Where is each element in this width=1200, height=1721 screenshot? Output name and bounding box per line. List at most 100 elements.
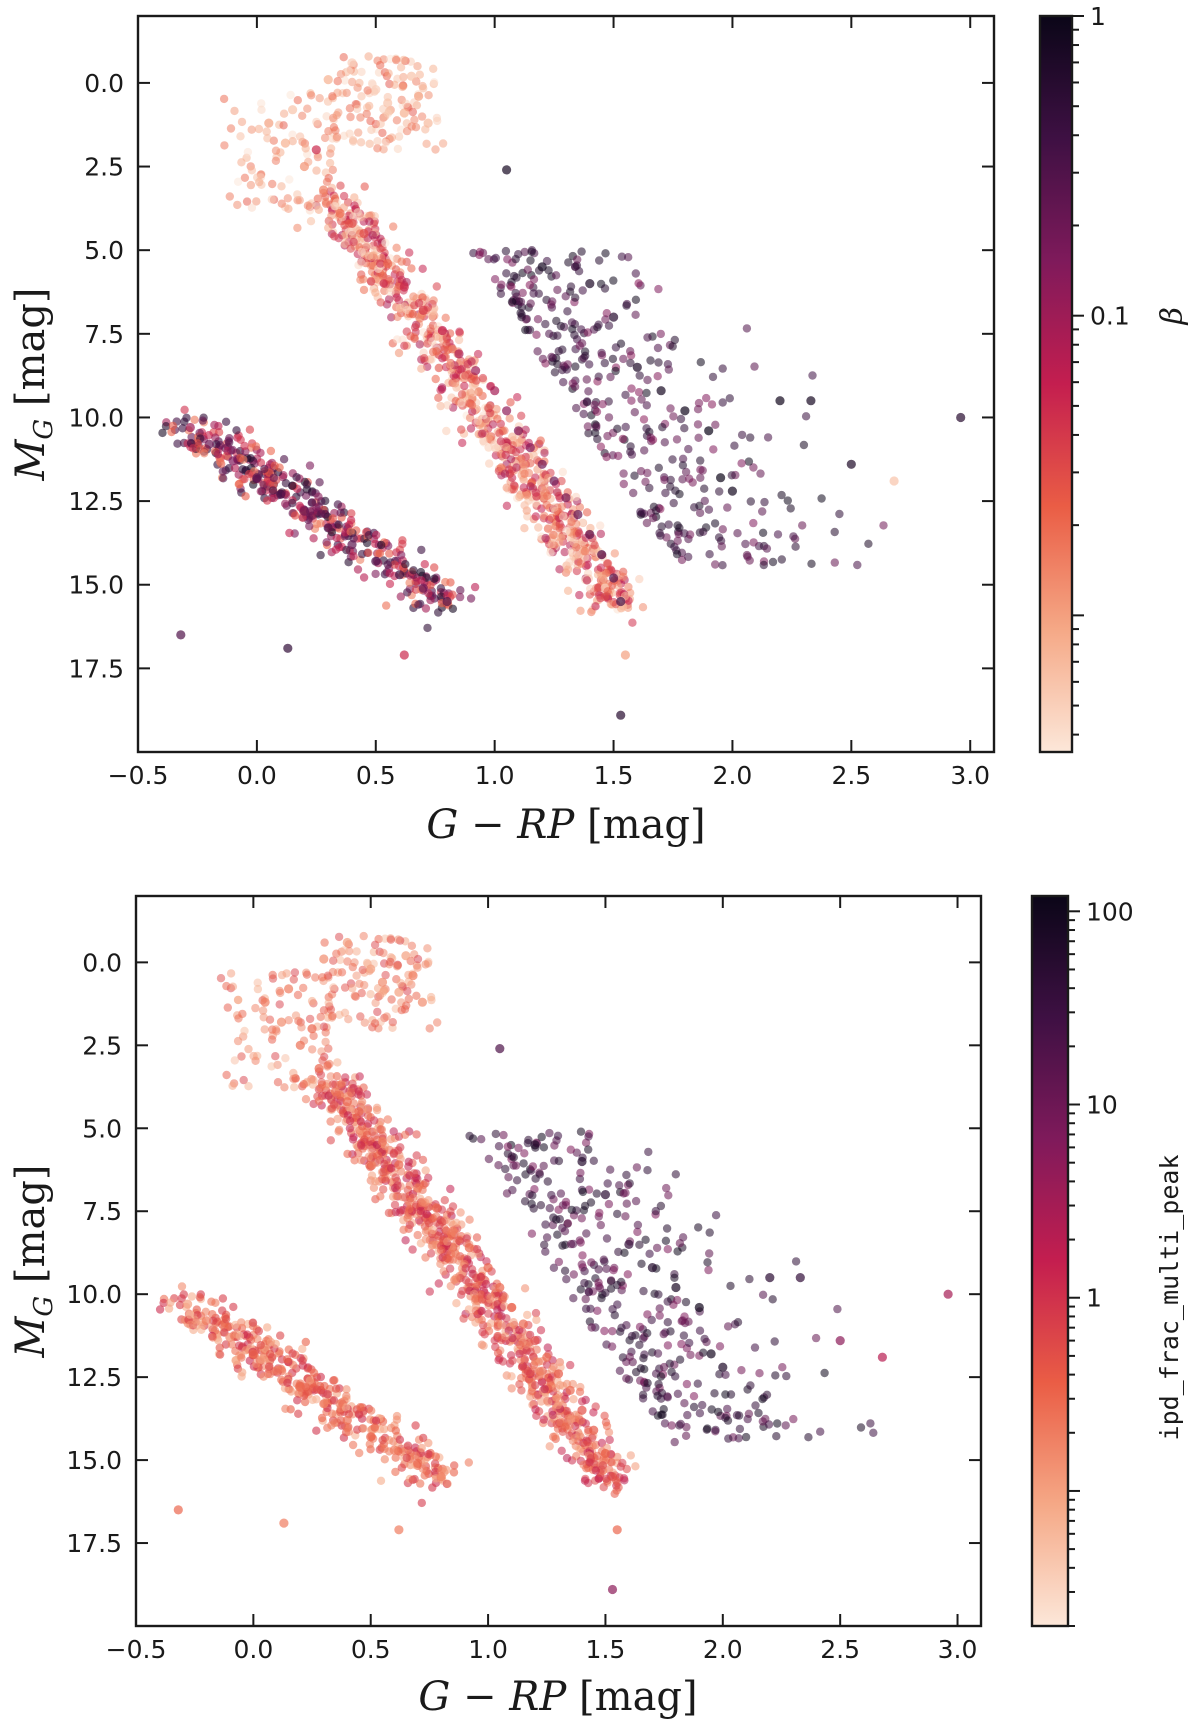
scatter-point-cloud [735,1424,745,1434]
scatter-point-cloud [578,286,587,295]
y-tick-label: 5.0 [82,1114,122,1143]
scatter-point-cloud [520,1284,530,1293]
scatter-point-cloud [208,1310,217,1319]
scatter-point-cloud [344,1015,353,1024]
scatter-point-cloud [424,1450,433,1459]
scatter-point-cloud [497,280,506,289]
scatter-point-cloud [405,578,414,587]
scatter-point-cloud [586,1198,596,1207]
scatter-point-cloud [356,1403,365,1412]
scatter-point-cloud [600,1326,609,1336]
scatter-point-cloud [303,201,313,210]
scatter-point-cloud [293,223,302,233]
scatter-point-cloud [353,104,362,114]
scatter-point [264,118,274,128]
scatter-point-cloud [386,287,395,297]
scatter-point-cloud [866,1419,875,1428]
scatter-point-cloud [254,124,264,134]
scatter-point-cloud [376,60,385,70]
scatter-point-cloud [383,560,392,569]
scatter-point-cloud [519,1159,528,1168]
scatter-point-cloud [490,440,499,449]
scatter-point-cloud [341,1403,351,1412]
scatter-point-cloud [417,112,427,121]
scatter-point-cloud [619,469,628,478]
scatter-point-cloud [869,1428,878,1438]
scatter-point-cloud [540,448,549,458]
scatter-point-cloud [410,98,419,107]
scatter-point-cloud [244,1044,253,1054]
scatter-point-cloud [432,1212,441,1221]
scatter-point-cloud [424,1196,433,1205]
scatter-point-cloud [778,1363,787,1372]
scatter-point-cloud [225,438,234,447]
scatter-point-cloud [355,1448,364,1458]
scatter-point-cloud [228,1081,237,1091]
scatter-point-cloud [417,1199,427,1208]
scatter-point-cloud [275,1000,284,1009]
scatter-point-cloud [419,328,428,337]
scatter-point-cloud [549,1432,558,1442]
scatter-point-cloud [410,323,420,332]
scatter-point [413,1458,423,1468]
scatter-point [835,1336,845,1346]
scatter-point [624,1239,634,1249]
scatter-point-cloud [315,478,324,487]
scatter-point-cloud [301,1095,311,1104]
scatter-point-cloud [553,1131,563,1141]
scatter-point [183,1299,193,1309]
scatter-point-cloud [704,1265,713,1275]
scatter-point-cloud [387,133,397,142]
scatter-point-cloud [561,1422,570,1431]
scatter-point-cloud [578,1187,588,1197]
scatter-point-cloud [763,433,773,442]
scatter-point-cloud [467,400,477,410]
scatter-point-cloud [678,475,687,484]
scatter-point-cloud [246,180,256,190]
scatter-point-cloud [336,70,346,79]
scatter-point-cloud [370,1019,380,1028]
scatter-point-cloud [368,230,377,240]
scatter-point-cloud [540,1384,549,1394]
scatter-point-cloud [332,111,341,120]
scatter-point-cloud [593,434,602,444]
scatter-point-cloud [562,1275,571,1284]
scatter-point-cloud [443,1479,452,1489]
scatter-point-cloud [472,1245,482,1254]
scatter-point [537,459,547,469]
scatter-point-cloud [327,211,336,220]
scatter-point-cloud [592,1189,601,1198]
scatter-point [283,643,293,653]
scatter-point-cloud [307,91,316,100]
scatter-point-cloud [413,61,422,71]
scatter-point-cloud [594,372,603,381]
scatter-point-cloud [424,1173,433,1183]
scatter-point-cloud [709,445,718,454]
y-tick-label: 2.5 [82,1031,122,1060]
scatter-point-cloud [365,211,374,220]
scatter-point-cloud [268,486,278,495]
scatter-point-cloud [324,223,333,232]
scatter-point [956,412,966,423]
scatter-point-cloud [477,1306,486,1316]
scatter-point-cloud [308,1080,318,1089]
scatter-point-cloud [675,1355,685,1364]
scatter-point-cloud [613,1209,622,1219]
scatter-point-cloud [401,1236,410,1245]
scatter-point-cloud [711,1425,720,1435]
scatter-point-cloud [671,1170,680,1179]
scatter-point-cloud [488,420,498,429]
scatter-point-cloud [529,289,538,298]
scatter-point-cloud [430,78,439,87]
scatter-point-cloud [485,432,494,441]
scatter-point-cloud [613,424,622,433]
scatter-point-cloud [520,524,529,533]
colorbar-label: β [1155,307,1190,325]
scatter-point-cloud [606,372,615,382]
scatter-point-cloud [467,357,476,366]
scatter-point-cloud [219,474,228,483]
scatter-point-cloud [328,1080,337,1089]
scatter-point-cloud [390,560,399,569]
scatter-point-cloud [514,1143,523,1153]
scatter-point-cloud [630,471,639,480]
